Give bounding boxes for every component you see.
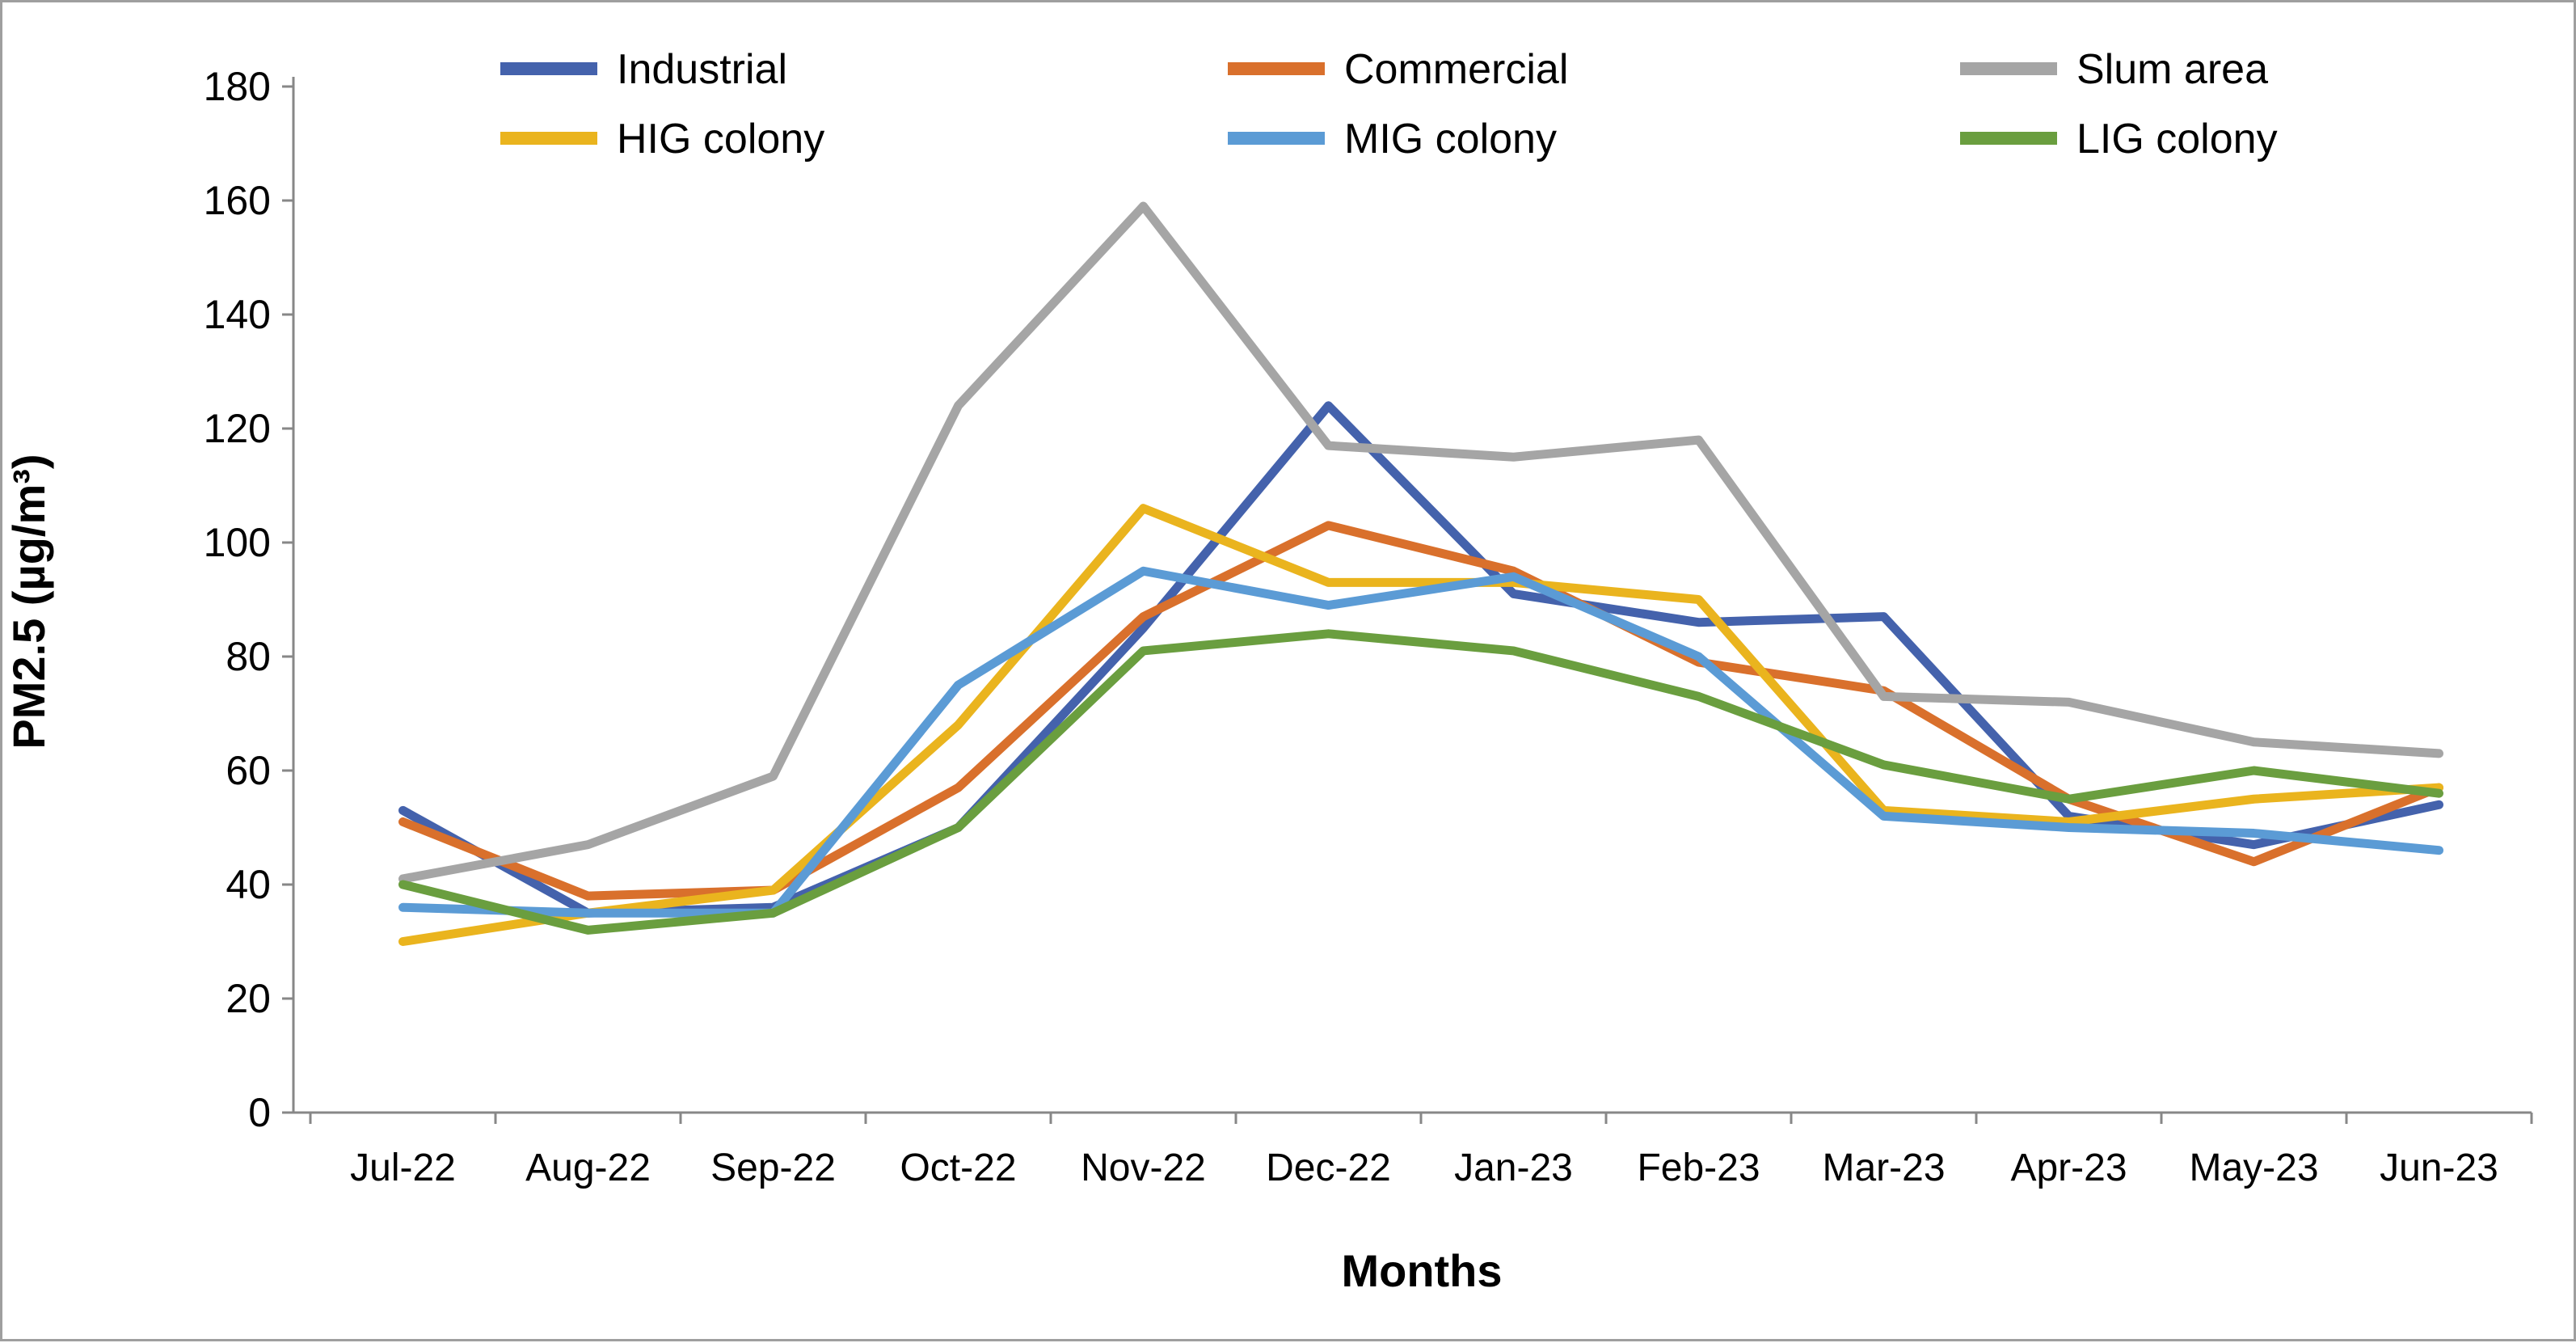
x-tick-label: Apr-23 (2010, 1147, 2127, 1189)
legend-swatch (500, 62, 597, 75)
legend-swatch (1228, 62, 1325, 75)
x-tick-label: Aug-22 (525, 1147, 651, 1189)
x-tick-label: Nov-22 (1081, 1147, 1206, 1189)
x-tick-label: Feb-23 (1637, 1147, 1760, 1189)
x-tick-label: Dec-22 (1266, 1147, 1391, 1189)
y-tick-label: 60 (226, 748, 271, 793)
legend-item-industrial: Industrial (500, 46, 787, 93)
legend-item-hig-colony: HIG colony (500, 116, 824, 163)
y-axis-title: PM2.5 (µg/m³) (3, 454, 54, 749)
legend-swatch (1228, 132, 1325, 145)
series-line-mig-colony (398, 566, 2443, 918)
legend-swatch (1960, 62, 2057, 75)
series-line-slum-area (398, 201, 2443, 884)
y-tick-label: 100 (204, 520, 271, 565)
legend-swatch (500, 132, 597, 145)
legend-label: Slum area (2076, 46, 2268, 93)
legend-label: HIG colony (617, 116, 824, 163)
legend-swatch (1960, 132, 2057, 145)
x-tick-label: Oct-22 (900, 1147, 1016, 1189)
legend-item-commercial: Commercial (1228, 46, 1568, 93)
y-tick-label: 20 (226, 976, 271, 1021)
x-tick-label: Jun-23 (2380, 1147, 2498, 1189)
y-tick-label: 160 (204, 178, 271, 223)
x-tick-label: Jul-22 (350, 1147, 456, 1189)
y-tick-label: 80 (226, 634, 271, 679)
chart-axes: 0 20 40 60 80 100 120 140 160 180 Jul-22 Aug-22 Sep-… (204, 64, 2533, 1189)
x-tick-label: Jan-23 (1454, 1147, 1573, 1189)
series-line-industrial (398, 401, 2443, 918)
y-tick-label: 0 (248, 1090, 271, 1135)
legend-label: MIG colony (1344, 116, 1557, 163)
x-tick-label: Sep-22 (710, 1147, 836, 1189)
legend-label: LIG colony (2076, 116, 2278, 163)
x-tick-label: Mar-23 (1822, 1147, 1945, 1189)
x-tick-label: May-23 (2189, 1147, 2318, 1189)
x-axis-title: Months (1341, 1245, 1502, 1296)
legend-label: Industrial (617, 46, 787, 93)
chart-series (398, 201, 2443, 946)
legend-item-mig-colony: MIG colony (1228, 116, 1557, 163)
y-tick-label: 140 (204, 292, 271, 337)
legend-item-slum-area: Slum area (1960, 46, 2268, 93)
legend-item-lig-colony: LIG colony (1960, 116, 2278, 163)
chart-legend: Industrial Commercial Slum area HIG colony M… (500, 46, 2278, 163)
legend-label: Commercial (1344, 46, 1568, 93)
y-tick-label: 40 (226, 862, 271, 907)
y-tick-label: 180 (204, 64, 271, 109)
series-line-lig-colony (398, 629, 2443, 935)
y-tick-label: 120 (204, 406, 271, 451)
series-line-hig-colony (398, 504, 2443, 946)
